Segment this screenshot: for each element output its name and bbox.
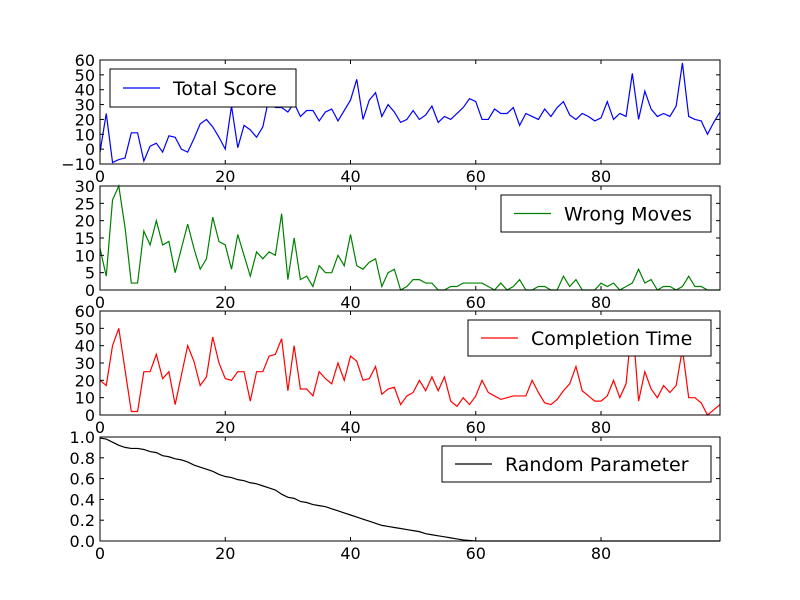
x-tick-label: 60: [466, 293, 486, 312]
y-tick-label: 0.8: [70, 449, 95, 468]
y-tick-label: 20: [75, 212, 95, 231]
x-tick-label: 20: [215, 167, 235, 186]
y-tick-label: 60: [75, 302, 95, 321]
x-tick-label: 60: [466, 544, 486, 563]
y-tick-label: 0.4: [70, 490, 95, 509]
y-tick-label: 10: [75, 125, 95, 144]
y-tick-label: 10: [75, 389, 95, 408]
y-tick-label: 25: [75, 194, 95, 213]
legend: Random Parameter: [441, 445, 712, 483]
legend: Completion Time: [467, 319, 712, 357]
axes-frame: [99, 436, 721, 542]
legend-label: Random Parameter: [505, 454, 689, 476]
y-tick-label: 1.0: [70, 428, 95, 447]
legend: Wrong Moves: [500, 194, 712, 233]
y-tick-label: 50: [75, 66, 95, 85]
chart-panel-4: 0 20 40 60 80 0.0 0.2 0.40.6 0.8 1.0 Random Parame…: [70, 428, 721, 563]
y-tick-label: 30: [75, 96, 95, 115]
y-tick-label: 0.2: [70, 511, 95, 530]
y-tick-label: 0.0: [70, 532, 95, 551]
y-tick-label: −10: [61, 155, 95, 174]
series-line-completion-time: [99, 319, 721, 416]
y-tick-label: 0: [85, 281, 95, 300]
x-tick-label: 20: [215, 544, 235, 563]
x-tick-label: 40: [340, 293, 360, 312]
x-tick-label: 80: [591, 418, 611, 437]
y-tick-label: 15: [75, 229, 95, 248]
legend-label: Completion Time: [531, 328, 692, 350]
y-tick-label: 30: [75, 354, 95, 373]
series-line-total-score: [99, 62, 721, 164]
y-tick-label: 40: [75, 81, 95, 100]
series-line-wrong-moves: [99, 183, 720, 291]
y-tick-label: 60: [75, 51, 95, 70]
x-tick-label: 0: [95, 418, 105, 437]
x-tick-label: 20: [215, 418, 235, 437]
x-tick-label: 80: [591, 544, 611, 563]
x-tick-label: 40: [340, 544, 360, 563]
x-tick-label: 40: [340, 418, 360, 437]
legend-label: Total Score: [172, 78, 277, 100]
x-tick-label: 80: [591, 293, 611, 312]
y-tick-label: 20: [75, 371, 95, 390]
x-tick-label: 0: [95, 167, 105, 186]
x-tick-label: 60: [466, 167, 486, 186]
x-tick-label: 0: [95, 293, 105, 312]
y-tick-label: 0: [85, 140, 95, 159]
y-tick-label: 5: [85, 264, 95, 283]
y-tick-label: 30: [75, 177, 95, 196]
x-tick-label: 60: [466, 418, 486, 437]
y-tick-label: 20: [75, 110, 95, 129]
x-tick-label: 0: [95, 544, 105, 563]
y-tick-label: 40: [75, 337, 95, 356]
x-tick-label: 20: [215, 293, 235, 312]
y-tick-label: 0: [85, 406, 95, 425]
x-tick-label: 80: [591, 167, 611, 186]
x-tick-label: 40: [340, 167, 360, 186]
legend-label: Wrong Moves: [564, 204, 692, 226]
y-tick-label: 0.6: [70, 470, 95, 489]
legend: Total Score: [109, 68, 297, 108]
axes-frame: [99, 59, 721, 165]
y-tick-label: 10: [75, 246, 95, 265]
y-tick-label: 50: [75, 319, 95, 338]
